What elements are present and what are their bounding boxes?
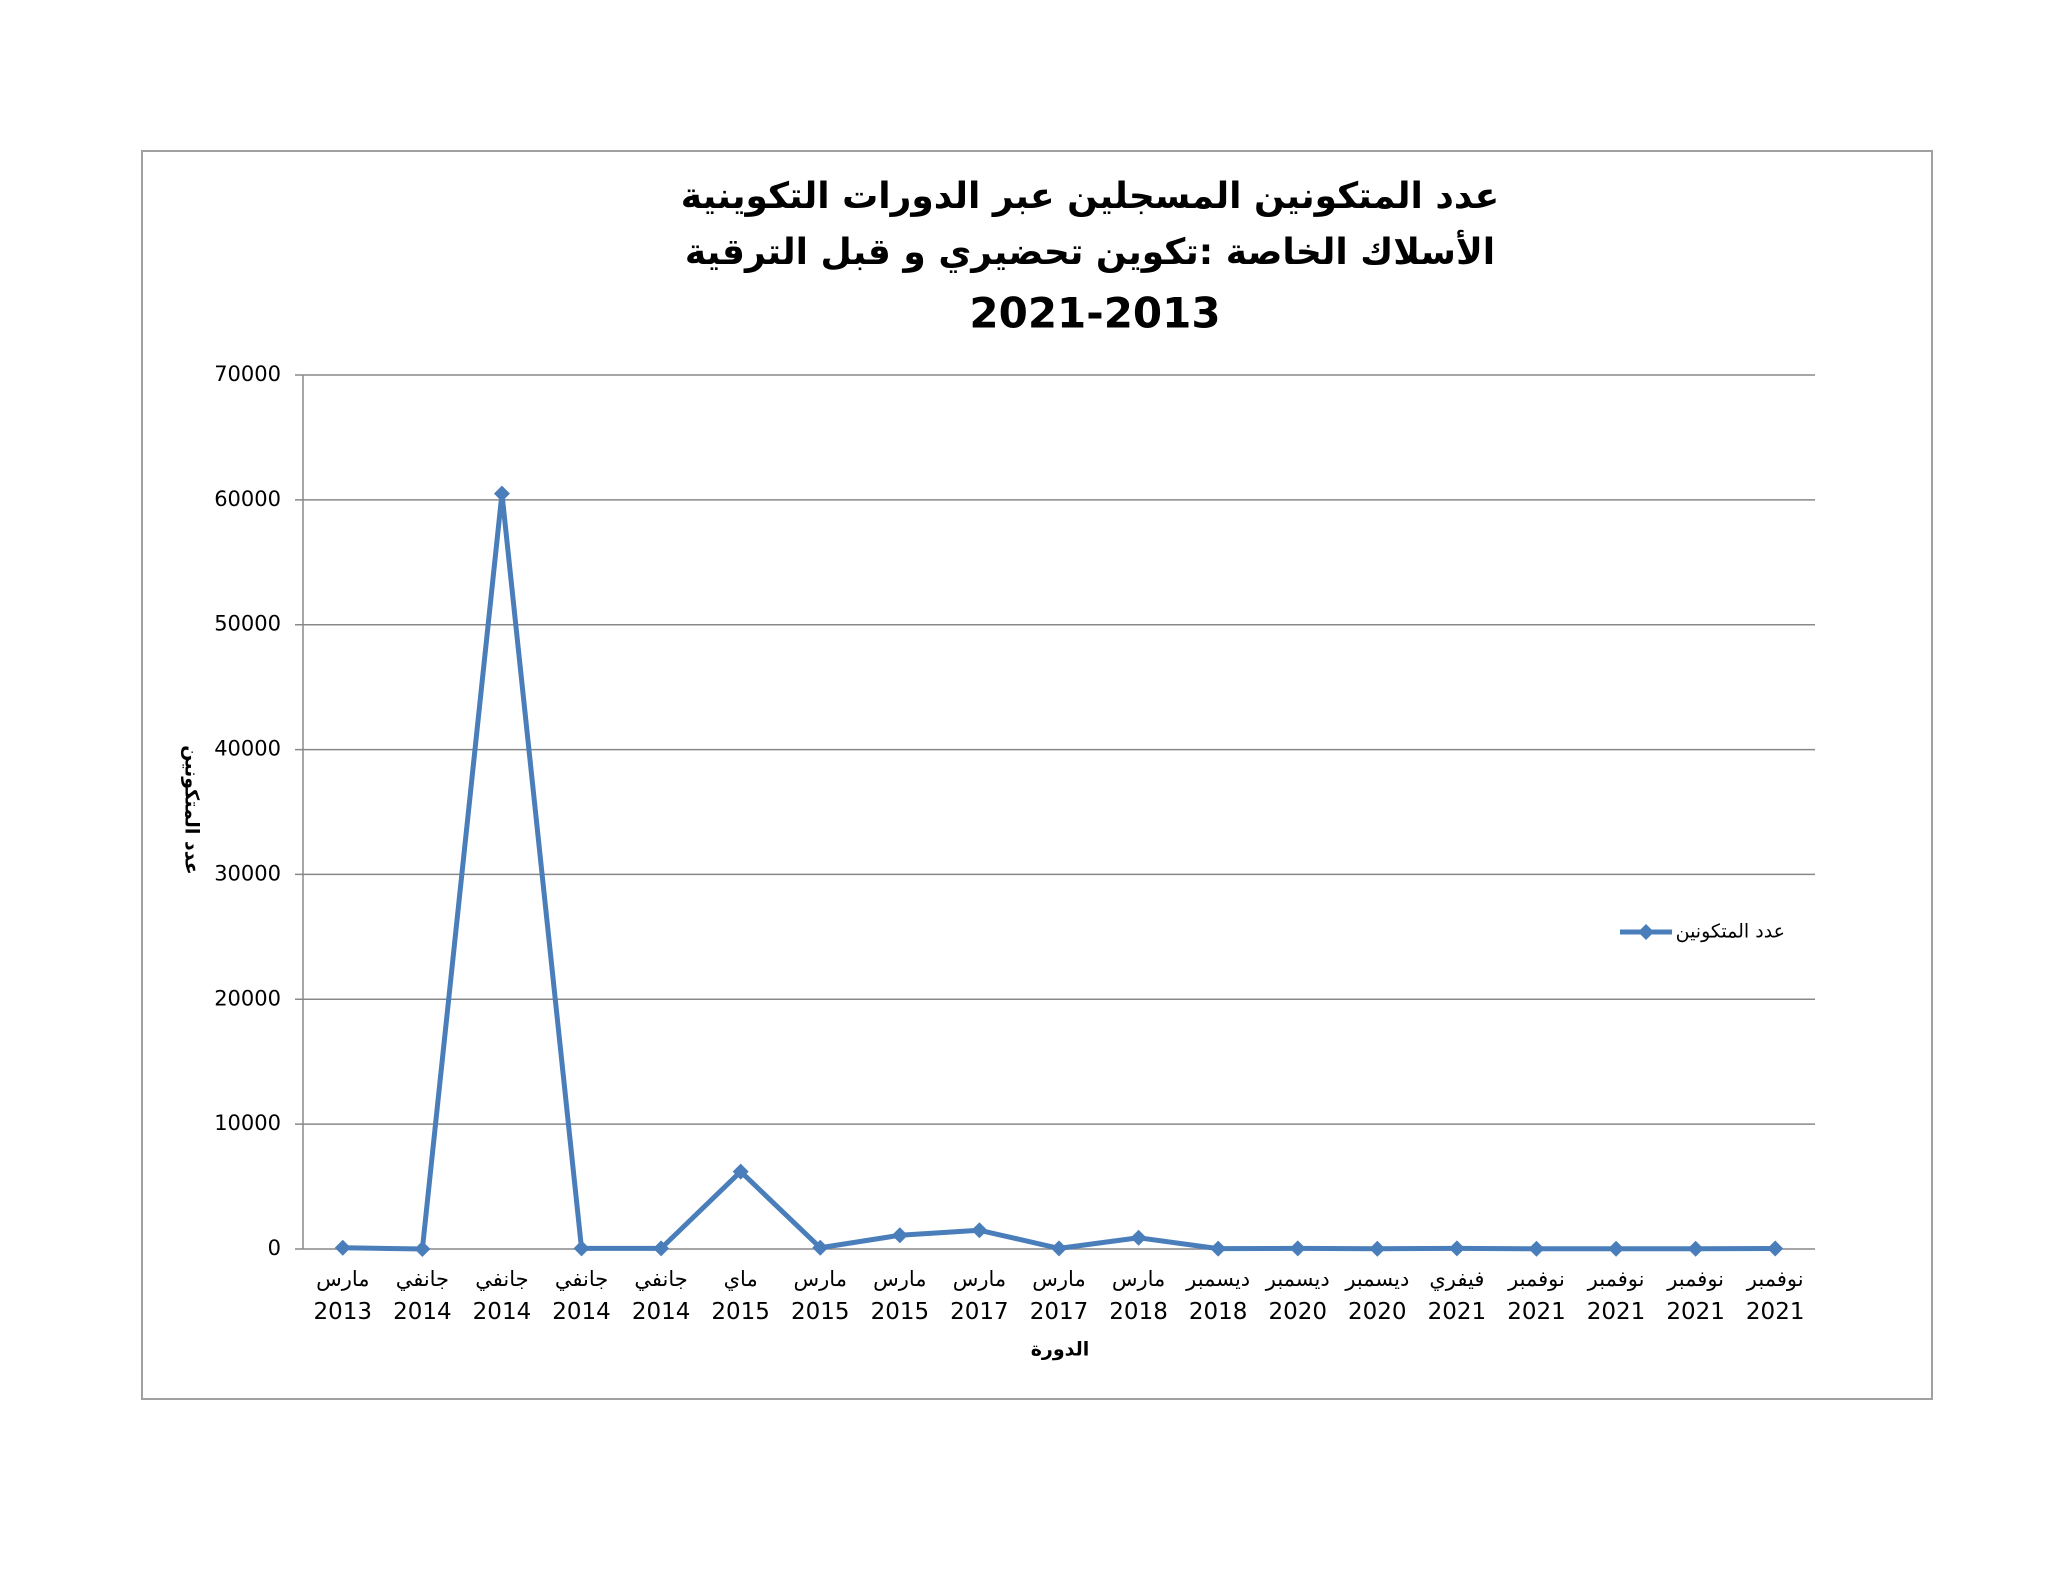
x-tick-year: 2014 [632, 1299, 691, 1325]
x-tick-year: 2018 [1109, 1299, 1168, 1325]
x-tick-year: 2021 [1428, 1299, 1487, 1325]
point-marker [1289, 1240, 1306, 1257]
x-tick-year: 2014 [393, 1299, 452, 1325]
x-tick-label: نوفمبر 2021 [1507, 1267, 1566, 1325]
point-marker [1687, 1240, 1704, 1257]
y-tick-label: 70000 [214, 362, 281, 386]
y-tick-label: 20000 [214, 986, 281, 1010]
x-tick-year: 2015 [711, 1299, 770, 1325]
legend-label: عدد المتكونين [1676, 921, 1785, 943]
x-tick-month: ديسمبر [1344, 1267, 1409, 1291]
point-marker [732, 1163, 749, 1180]
point-marker [414, 1241, 431, 1257]
x-tick-year: 2021 [1666, 1299, 1725, 1325]
point-marker [1608, 1240, 1625, 1257]
x-tick-month: نوفمبر [1507, 1267, 1565, 1291]
x-tick-month: ديسمبر [1185, 1267, 1250, 1291]
x-tick-month: فيفري [1429, 1267, 1484, 1291]
point-marker [493, 485, 510, 502]
point-marker [1210, 1240, 1227, 1257]
chart-title: الأسلاك الخاصة :تكوين تحضيري و قبل الترق… [685, 229, 1495, 273]
point-marker [573, 1240, 590, 1257]
point-marker [1528, 1240, 1545, 1257]
point-marker [1051, 1240, 1067, 1257]
x-tick-label: فيفري 2021 [1428, 1267, 1487, 1325]
x-tick-label: مارس 2018 [1109, 1267, 1168, 1325]
x-tick-label: نوفمبر 2021 [1666, 1267, 1725, 1325]
x-tick-label: مارس 2017 [950, 1267, 1009, 1325]
x-tick-month: مارس [953, 1267, 1006, 1291]
x-tick-month: مارس [1112, 1267, 1165, 1291]
point-marker [891, 1227, 908, 1244]
chart-title: 2021-2013 [969, 289, 1220, 338]
x-tick-month: جانفي [555, 1267, 608, 1291]
x-tick-month: نوفمبر [1746, 1267, 1804, 1291]
y-tick-label: 50000 [214, 612, 281, 636]
x-tick-label: جانفي 2014 [393, 1267, 452, 1325]
x-tick-label: جانفي 2014 [473, 1267, 532, 1325]
y-tick-label: 60000 [214, 487, 281, 511]
point-marker [971, 1222, 988, 1239]
x-tick-year: 2020 [1348, 1299, 1407, 1325]
x-tick-year: 2020 [1268, 1299, 1327, 1325]
x-tick-month: ديسمبر [1265, 1267, 1330, 1291]
x-tick-month: نوفمبر [1666, 1267, 1724, 1291]
x-tick-label: مارس 2015 [791, 1267, 850, 1325]
x-tick-month: جانفي [475, 1267, 528, 1291]
x-tick-label: نوفمبر 2021 [1587, 1267, 1646, 1325]
x-tick-year: 2015 [791, 1299, 850, 1325]
x-tick-month: مارس [1032, 1267, 1085, 1291]
x-tick-year: 2013 [314, 1299, 373, 1325]
point-marker [1448, 1240, 1465, 1257]
x-tick-label: ماي 2015 [711, 1267, 770, 1325]
x-tick-label: ديسمبر 2020 [1265, 1267, 1330, 1325]
x-tick-year: 2015 [871, 1299, 930, 1325]
x-tick-label: ديسمبر 2018 [1185, 1267, 1250, 1325]
x-tick-month: جانفي [634, 1267, 687, 1291]
x-tick-year: 2014 [552, 1299, 611, 1325]
x-tick-year: 2017 [950, 1299, 1009, 1325]
x-tick-label: جانفي 2014 [552, 1267, 611, 1325]
x-tick-month: نوفمبر [1587, 1267, 1645, 1291]
x-tick-label: مارس 2017 [1030, 1267, 1089, 1325]
y-tick-label: 10000 [214, 1111, 281, 1135]
x-tick-month: جانفي [396, 1267, 449, 1291]
point-marker [1369, 1240, 1386, 1257]
point-marker [1767, 1240, 1784, 1257]
x-tick-label: ديسمبر 2020 [1344, 1267, 1409, 1325]
x-tick-year: 2018 [1189, 1299, 1248, 1325]
x-tick-label: نوفمبر 2021 [1746, 1267, 1805, 1325]
point-marker [1130, 1229, 1147, 1246]
point-marker [334, 1239, 351, 1256]
x-tick-year: 2021 [1587, 1299, 1646, 1325]
x-tick-year: 2017 [1030, 1299, 1089, 1325]
x-axis-title: الدورة [1031, 1339, 1090, 1361]
point-marker [653, 1240, 670, 1257]
y-tick-label: 30000 [214, 861, 281, 885]
x-tick-month: ماي [724, 1267, 758, 1291]
y-tick-label: 0 [268, 1236, 281, 1260]
x-tick-year: 2021 [1507, 1299, 1566, 1325]
x-tick-year: 2021 [1746, 1299, 1805, 1325]
y-tick-label: 40000 [214, 737, 281, 761]
x-tick-label: مارس 2015 [871, 1267, 930, 1325]
x-tick-month: مارس [794, 1267, 847, 1291]
x-tick-year: 2014 [473, 1299, 532, 1325]
x-tick-month: مارس [873, 1267, 926, 1291]
legend-marker [1638, 924, 1654, 940]
point-marker [812, 1239, 829, 1256]
x-tick-label: مارس 2013 [314, 1267, 373, 1325]
x-tick-month: مارس [316, 1267, 369, 1291]
y-axis-title: عدد المتكونين [181, 745, 203, 874]
x-tick-label: جانفي 2014 [632, 1267, 691, 1325]
chart-frame [141, 150, 1933, 1400]
chart-title: عدد المتكونين المسجلين عبر الدورات التكو… [681, 176, 1499, 217]
